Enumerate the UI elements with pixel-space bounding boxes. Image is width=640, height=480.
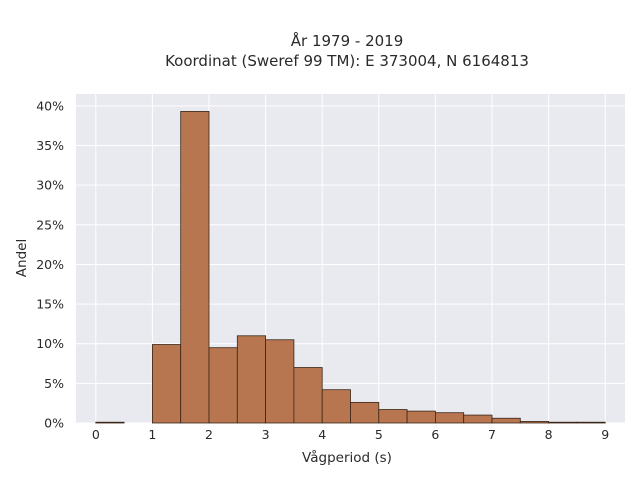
histogram-bar bbox=[576, 421, 606, 424]
y-tick-label: 40% bbox=[36, 98, 64, 113]
x-tick-label: 6 bbox=[431, 427, 439, 442]
y-tick-label: 0% bbox=[44, 416, 64, 431]
histogram-bar bbox=[491, 417, 521, 424]
y-tick-label: 30% bbox=[36, 178, 64, 193]
x-tick-label: 1 bbox=[148, 427, 156, 442]
y-tick-label: 35% bbox=[36, 138, 64, 153]
histogram-bar bbox=[350, 401, 380, 424]
histogram-bar bbox=[152, 344, 182, 424]
x-tick-label: 4 bbox=[318, 427, 326, 442]
x-axis-label: Vågperiod (s) bbox=[302, 449, 392, 466]
histogram-bars bbox=[95, 111, 606, 424]
histogram-bar bbox=[321, 389, 351, 424]
y-tick-label: 25% bbox=[36, 217, 64, 232]
x-tick-label: 7 bbox=[488, 427, 496, 442]
x-tick-label: 3 bbox=[262, 427, 270, 442]
y-axis-label: Andel bbox=[14, 239, 30, 277]
histogram-bar bbox=[519, 421, 549, 424]
histogram-bar bbox=[463, 414, 493, 424]
x-tick-label: 5 bbox=[375, 427, 383, 442]
histogram-bar bbox=[236, 335, 267, 424]
x-tick-label: 8 bbox=[545, 427, 553, 442]
chart-title-line1: År 1979 - 2019 bbox=[291, 31, 404, 50]
y-tick-label: 15% bbox=[36, 297, 64, 312]
x-axis-ticks: 0 1 2 3 4 5 6 7 8 9 bbox=[92, 427, 609, 442]
histogram-bar bbox=[180, 111, 210, 424]
x-tick-label: 0 bbox=[92, 427, 100, 442]
histogram-bar bbox=[548, 421, 578, 424]
y-tick-label: 20% bbox=[36, 257, 64, 272]
y-tick-label: 5% bbox=[44, 376, 64, 391]
histogram-bar bbox=[378, 409, 408, 424]
y-tick-label: 10% bbox=[36, 336, 64, 351]
histogram-bar bbox=[434, 412, 465, 424]
histogram-bar bbox=[265, 339, 295, 424]
histogram-bar bbox=[406, 410, 436, 424]
histogram-bar bbox=[293, 367, 323, 424]
x-tick-label: 9 bbox=[601, 427, 609, 442]
y-axis-ticks: 0% 5% 10% 15% 20% 25% 30% 35% 40% bbox=[36, 98, 64, 430]
x-tick-label: 2 bbox=[205, 427, 213, 442]
chart-title-line2: Koordinat (Sweref 99 TM): E 373004, N 61… bbox=[165, 52, 529, 70]
histogram-bar bbox=[95, 421, 125, 424]
histogram-bar bbox=[208, 347, 238, 424]
